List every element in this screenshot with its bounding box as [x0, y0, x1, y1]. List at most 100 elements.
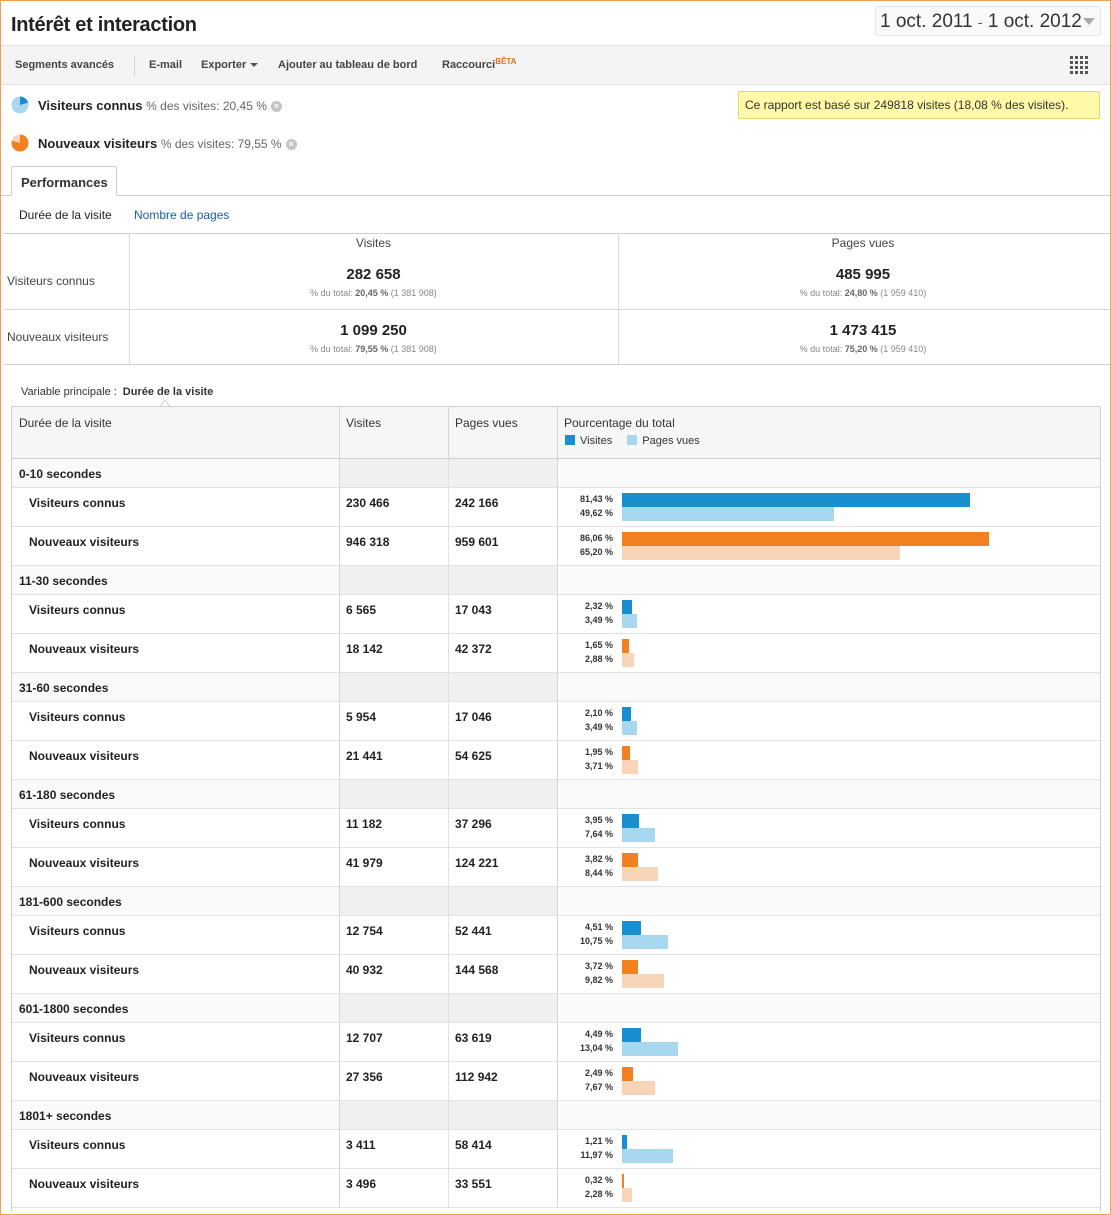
pageviews-bar: [622, 546, 901, 560]
subtabs: Durée de la visite Nombre de pages: [1, 196, 1110, 233]
table-row[interactable]: Visiteurs connus 6 565 17 043 2,32 % 3,49 %: [12, 595, 1100, 634]
subtab-page-depth[interactable]: Nombre de pages: [134, 208, 230, 222]
export-label: Exporter: [201, 59, 247, 71]
summary-value: 1 473 415: [829, 322, 897, 339]
table-row[interactable]: Nouveaux visiteurs 946 318 959 601 86,06 % 6…: [12, 527, 1100, 566]
date-start: 1 oct. 2011: [880, 11, 973, 32]
visits-value: 230 466: [346, 496, 390, 510]
pageviews-percent: 10,75 %: [579, 936, 613, 946]
col-header-pageviews[interactable]: Pages vues: [455, 416, 518, 430]
table-row[interactable]: Nouveaux visiteurs 21 441 54 625 1,95 % 3,71…: [12, 741, 1100, 780]
group-label: 0-10 secondes: [19, 467, 102, 481]
row-label: Visiteurs connus: [29, 710, 126, 724]
visits-percent: 3,72 %: [584, 961, 613, 971]
table-row[interactable]: Nouveaux visiteurs 3 496 33 551 0,32 % 2,28 …: [12, 1169, 1100, 1208]
pageviews-bar: [622, 1188, 632, 1202]
table-row[interactable]: Visiteurs connus 11 182 37 296 3,95 % 7,64 %: [12, 809, 1100, 848]
segment-label: Visiteurs connus % des visites: 20,45 % ×: [38, 98, 282, 113]
email-button[interactable]: E-mail: [149, 59, 183, 71]
summary-sub: % du total: 24,80 % (1 959 410): [799, 288, 927, 298]
table-header: Durée de la visite Visites Pages vues Po…: [12, 407, 1100, 459]
visits-bar: [622, 746, 631, 760]
pageviews-percent: 3,49 %: [584, 615, 613, 625]
group-label: 601-1800 secondes: [19, 1002, 129, 1016]
shortcut-label: Raccourci: [442, 59, 496, 71]
visits-bar: [622, 600, 632, 614]
pageviews-value: 54 625: [455, 749, 492, 763]
remove-segment-icon[interactable]: ×: [285, 139, 297, 150]
pageviews-bar: [622, 614, 637, 628]
pageviews-bar: [622, 1042, 678, 1056]
export-button[interactable]: Exporter: [201, 59, 259, 71]
table-row[interactable]: Visiteurs connus 230 466 242 166 81,43 % 49,…: [12, 488, 1100, 527]
pageviews-value: 33 551: [455, 1177, 492, 1191]
visits-value: 6 565: [346, 603, 377, 617]
summary-header-visits: Visites: [355, 236, 392, 250]
table-row[interactable]: Nouveaux visiteurs 40 932 144 568 3,72 % 9,8…: [12, 955, 1100, 994]
primary-dimension-value[interactable]: Durée de la visite: [122, 386, 214, 398]
table-group-row: 181-600 secondes: [12, 887, 1100, 916]
legend-visits: Visites: [580, 435, 613, 447]
advanced-segments-button[interactable]: Segments avancés: [15, 59, 115, 71]
summary-sub: % du total: 75,20 % (1 959 410): [799, 344, 927, 354]
pie-icon: [11, 96, 29, 114]
pageviews-percent: 13,04 %: [579, 1043, 613, 1053]
visits-bar: [622, 853, 639, 867]
visits-percent: 2,32 %: [584, 601, 613, 611]
pageviews-bar: [622, 867, 659, 881]
visits-value: 40 932: [346, 963, 383, 977]
pageviews-percent: 8,44 %: [584, 868, 613, 878]
pageviews-value: 112 942: [455, 1070, 498, 1084]
visits-bar: [622, 1067, 633, 1081]
legend-swatch-pageviews: [627, 435, 638, 445]
summary-sub: % du total: 20,45 % (1 381 908): [310, 288, 437, 298]
table-row[interactable]: Visiteurs connus 12 754 52 441 4,51 % 10,75 …: [12, 916, 1100, 955]
visits-percent: 4,49 %: [584, 1029, 613, 1039]
table-row[interactable]: Visiteurs connus 3 411 58 414 1,21 % 11,97 %: [12, 1130, 1100, 1169]
visits-bar: [622, 1174, 624, 1188]
row-label: Visiteurs connus: [29, 924, 126, 938]
tab-performance[interactable]: Performances: [11, 166, 117, 196]
date-end: 1 oct. 2012: [987, 11, 1082, 32]
table-row[interactable]: Visiteurs connus 12 707 63 619 4,49 % 13,04 …: [12, 1023, 1100, 1062]
subtab-visit-duration[interactable]: Durée de la visite: [19, 208, 112, 222]
shortcut-button[interactable]: RaccourciBÊTA: [442, 57, 516, 71]
chevron-down-icon[interactable]: [1083, 18, 1095, 25]
pageviews-value: 124 221: [455, 856, 499, 870]
table-group-row: 1801+ secondes: [12, 1101, 1100, 1130]
chevron-down-icon: [250, 63, 259, 68]
visits-value: 946 318: [346, 535, 390, 549]
pageviews-bar: [622, 828, 655, 842]
grid-view-icon[interactable]: [1070, 56, 1088, 74]
table-row[interactable]: Nouveaux visiteurs 18 142 42 372 1,65 % 2,88…: [12, 634, 1100, 673]
col-header-visits[interactable]: Visites: [346, 416, 382, 430]
pageviews-bar: [622, 974, 664, 988]
remove-segment-icon[interactable]: ×: [270, 101, 282, 112]
pageviews-percent: 2,28 %: [584, 1189, 613, 1199]
pageviews-percent: 3,49 %: [584, 722, 613, 732]
table-row[interactable]: Visiteurs connus 5 954 17 046 2,10 % 3,49 %: [12, 702, 1100, 741]
visits-value: 18 142: [346, 642, 383, 656]
table-group-row: 0-10 secondes: [12, 459, 1100, 488]
visits-percent: 4,51 %: [584, 922, 613, 932]
summary-row-label: Nouveaux visiteurs: [7, 330, 109, 344]
tab-divider: [1, 195, 1110, 196]
col-header-dimension[interactable]: Durée de la visite: [19, 416, 112, 430]
table-row[interactable]: Nouveaux visiteurs 27 356 112 942 2,49 % 7,6…: [12, 1062, 1100, 1101]
table-row[interactable]: Nouveaux visiteurs 41 979 124 221 3,82 % 8,4…: [12, 848, 1100, 887]
report-header: Intérêt et interaction 1 oct. 2011 - 1 o…: [1, 1, 1110, 45]
group-label: 61-180 secondes: [19, 788, 116, 802]
pageviews-value: 959 601: [455, 535, 499, 549]
visits-percent: 1,95 %: [584, 747, 613, 757]
group-label: 181-600 secondes: [19, 895, 122, 909]
table-group-row: 31-60 secondes: [12, 673, 1100, 702]
pageviews-bar: [622, 760, 638, 774]
date-range-picker[interactable]: 1 oct. 2011 - 1 oct. 2012: [875, 6, 1101, 36]
pageviews-value: 42 372: [455, 642, 492, 656]
add-to-dashboard-button[interactable]: Ajouter au tableau de bord: [278, 59, 418, 71]
visits-value: 3 411: [346, 1138, 376, 1152]
row-label: Nouveaux visiteurs: [29, 749, 140, 763]
pageviews-value: 17 046: [455, 710, 492, 724]
visits-bar: [622, 532, 990, 546]
